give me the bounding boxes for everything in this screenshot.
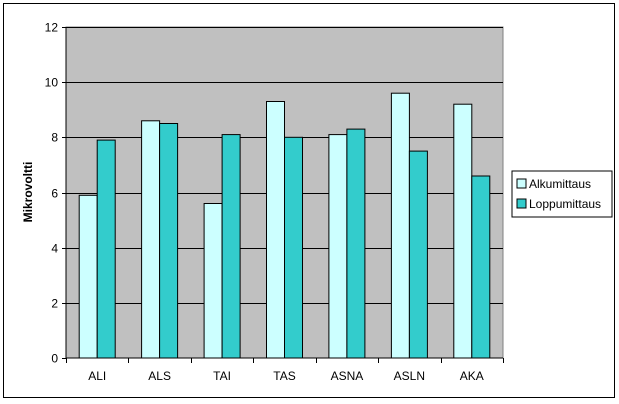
x-tick-label: AKA [460, 369, 484, 383]
y-tick-label: 0 [51, 352, 58, 366]
legend-label-loppumittaus: Loppumittaus [529, 197, 601, 211]
x-tick-label: TAS [273, 369, 295, 383]
bar-loppumittaus-asna [346, 128, 366, 359]
legend-swatch-loppumittaus [516, 198, 527, 209]
x-tick-label: TAI [213, 369, 231, 383]
bar-loppumittaus-ali [96, 139, 116, 359]
chart-frame: 0 2 4 6 8 10 12 ALI ALS TAI TAS ASNA ASLN AKA Mikrov… [3, 3, 615, 398]
x-tick-label: ALI [88, 369, 106, 383]
bar-loppumittaus-asln [408, 150, 428, 359]
x-tick-label: ALS [148, 369, 171, 383]
y-axis-title: Mikrovoltti [21, 162, 35, 223]
legend-box [511, 170, 613, 218]
bar-alkumittaus-als [141, 120, 161, 359]
gridlines [66, 27, 503, 304]
y-tick-label: 6 [51, 187, 58, 201]
bar-loppumittaus-als [159, 123, 179, 359]
bar-chart: 0 2 4 6 8 10 12 ALI ALS TAI TAS ASNA ASLN AKA Mikrov… [21, 21, 613, 383]
legend-swatch-alkumittaus [516, 178, 527, 189]
y-tick-label: 10 [45, 76, 59, 90]
bar-loppumittaus-tai [221, 134, 241, 359]
y-axis-tick-labels: 0 2 4 6 8 10 12 [45, 21, 66, 366]
bar-loppumittaus-tas [284, 136, 303, 359]
x-tick-label: ASLN [394, 369, 425, 383]
legend: Alkumittaus Loppumittaus [511, 170, 613, 218]
x-axis-tick-labels: ALI ALS TAI TAS ASNA ASLN AKA [66, 358, 504, 383]
bar-alkumittaus-aka [453, 103, 473, 359]
y-tick-label: 4 [51, 242, 58, 256]
legend-items: Alkumittaus Loppumittaus [516, 177, 601, 211]
y-tick-label: 2 [51, 297, 58, 311]
bar-loppumittaus-aka [471, 175, 491, 359]
y-tick-label: 12 [45, 21, 59, 35]
bars [78, 92, 491, 359]
bar-alkumittaus-ali [78, 194, 98, 359]
bar-alkumittaus-asna [328, 134, 348, 359]
bar-alkumittaus-tai [203, 203, 223, 359]
y-tick-label: 8 [51, 131, 58, 145]
bar-alkumittaus-tas [266, 101, 285, 359]
bar-alkumittaus-asln [390, 92, 410, 359]
legend-label-alkumittaus: Alkumittaus [529, 177, 591, 191]
x-tick-label: ASNA [331, 369, 364, 383]
